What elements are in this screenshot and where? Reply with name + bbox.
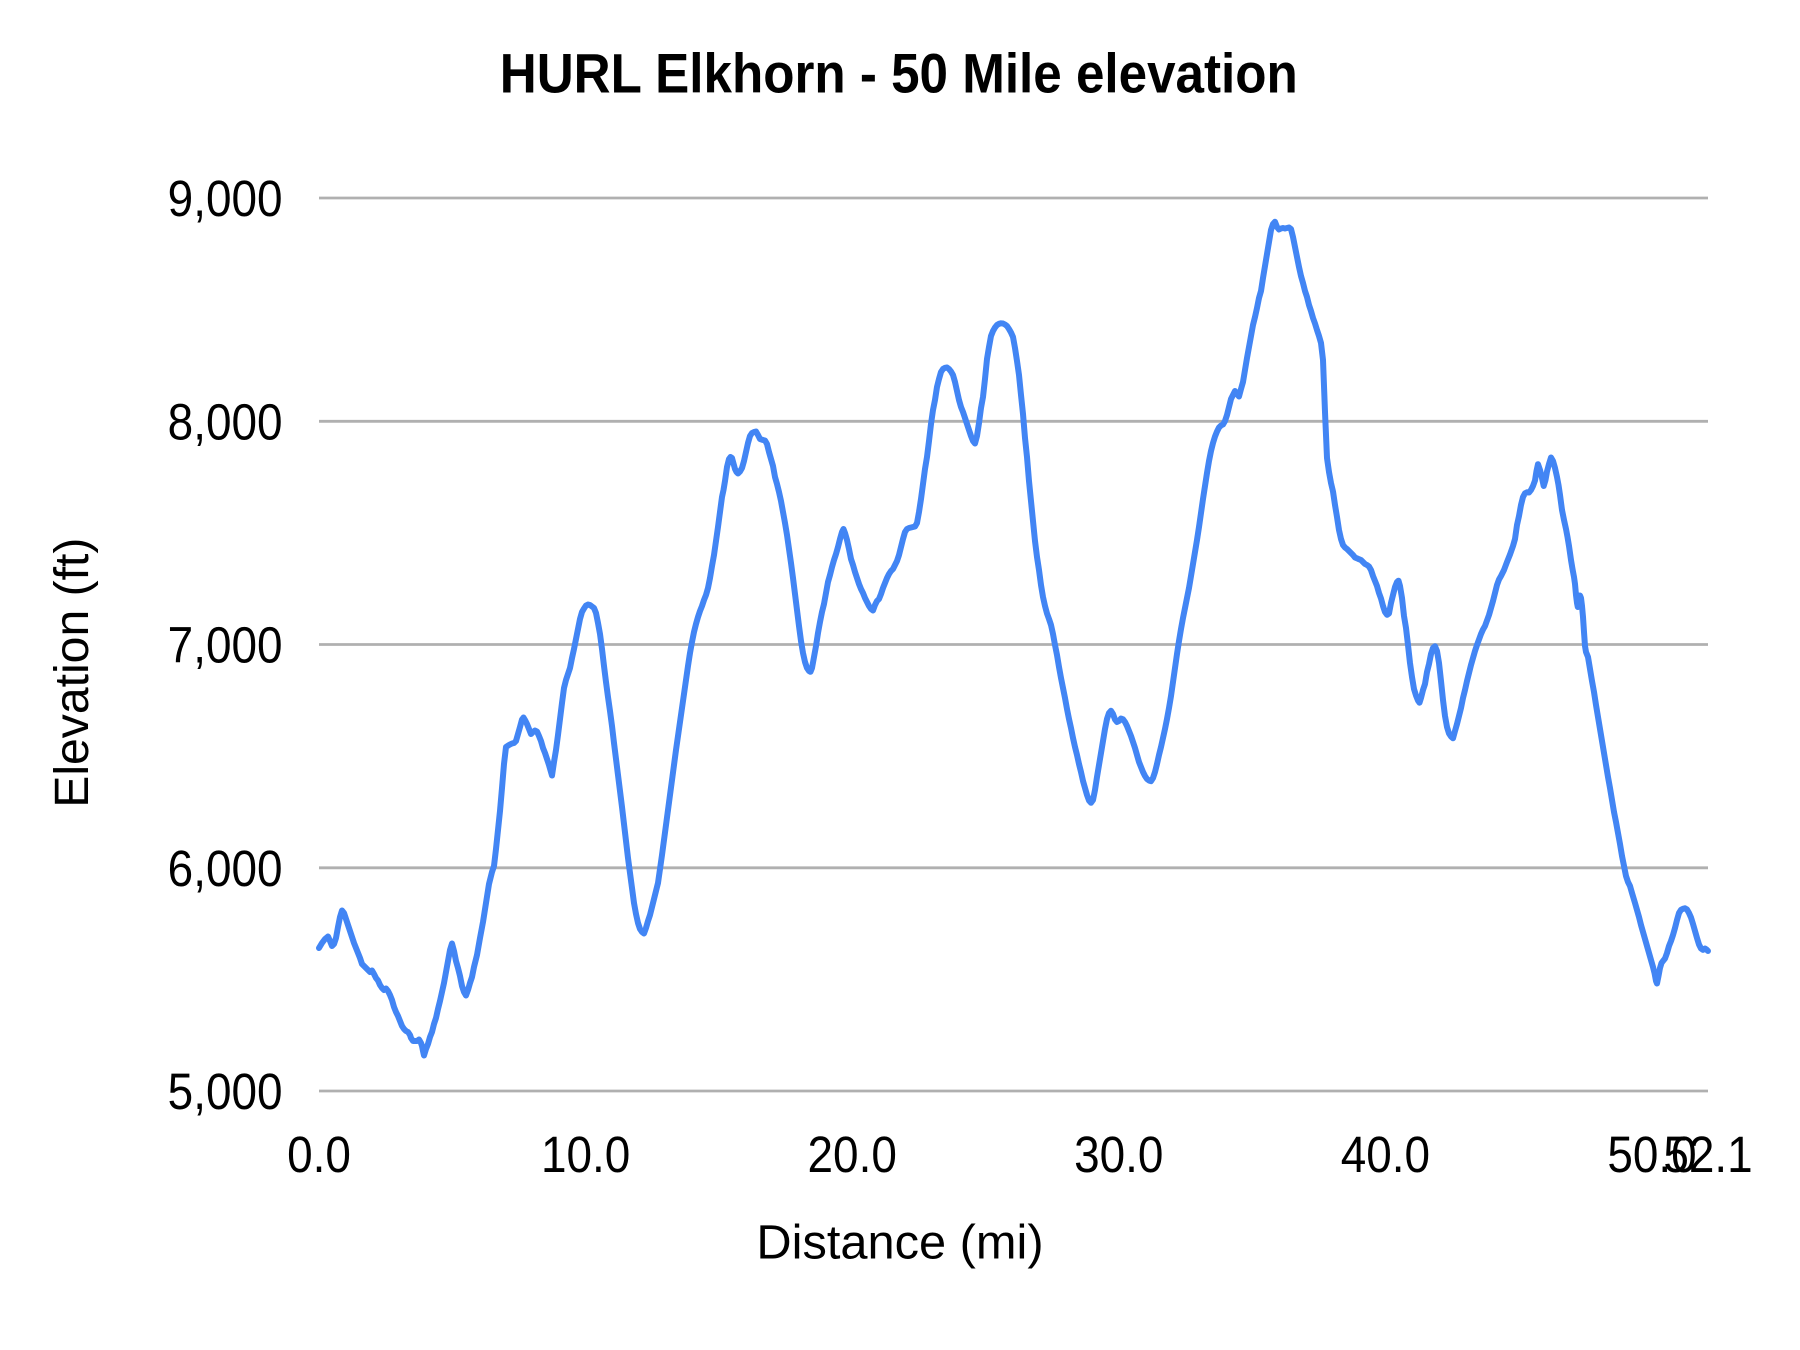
svg-text:10.0: 10.0	[541, 1127, 630, 1184]
svg-text:9,000: 9,000	[168, 171, 283, 228]
svg-text:6,000: 6,000	[168, 841, 283, 898]
svg-text:5,000: 5,000	[168, 1064, 283, 1121]
svg-text:40.0: 40.0	[1341, 1127, 1430, 1184]
svg-text:30.0: 30.0	[1074, 1127, 1163, 1184]
svg-text:7,000: 7,000	[168, 617, 283, 674]
svg-text:20.0: 20.0	[808, 1127, 897, 1184]
svg-text:HURL Elkhorn - 50 Mile elevati: HURL Elkhorn - 50 Mile elevation	[500, 42, 1298, 105]
svg-text:52.1: 52.1	[1663, 1127, 1752, 1184]
svg-text:Distance (mi): Distance (mi)	[756, 1216, 1043, 1270]
svg-text:50.0: 50.0	[1607, 1127, 1696, 1184]
svg-text:8,000: 8,000	[168, 394, 283, 451]
svg-text:Elevation (ft): Elevation (ft)	[45, 538, 99, 808]
svg-text:0.0: 0.0	[287, 1127, 351, 1184]
